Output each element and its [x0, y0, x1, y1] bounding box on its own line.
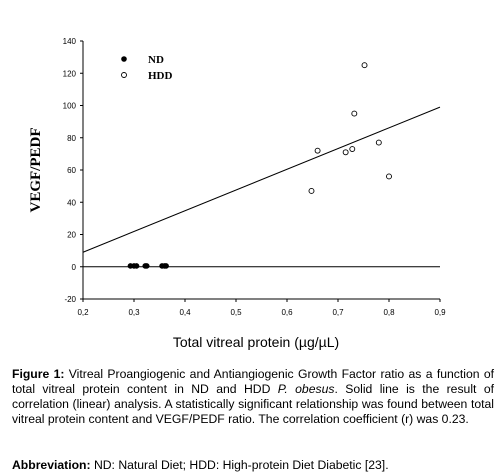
x-tick-label: 0,2: [77, 308, 89, 317]
legend-label-nd: ND: [148, 54, 164, 66]
y-tick-label: 0: [72, 263, 77, 272]
data-point-hdd: [342, 149, 349, 156]
data-point-hdd: [361, 62, 368, 69]
x-tick-label: 0,4: [179, 308, 191, 317]
x-tick-label: 0,9: [434, 308, 446, 317]
plot-frame: [82, 41, 440, 300]
data-point-nd: [143, 263, 150, 269]
data-point-nd: [163, 263, 169, 269]
data-point-hdd: [386, 173, 392, 180]
x-tick-label: 0,8: [383, 308, 395, 317]
scatter-chart: -20 0 20 40 60 80 100 120 140 0,2 0,3 0,4 0,5 0,6 0,7…: [28, 37, 446, 350]
y-axis-label: VEGF/PEDF: [28, 128, 44, 213]
data-points: [127, 62, 392, 269]
y-ticks: -20 0 20 40 60 80 100 120 140: [63, 37, 83, 304]
x-tick-label: 0,6: [281, 308, 293, 317]
y-tick-label: 120: [63, 69, 77, 78]
x-axis-label: Total vitreal protein (µg/µL): [173, 334, 339, 350]
caption-label: Figure 1:: [12, 367, 65, 381]
abbreviation-note: Abbreviation: ND: Natural Diet; HDD: Hig…: [12, 458, 494, 473]
data-point-hdd: [375, 139, 382, 146]
caption-species: P. obesus: [277, 382, 335, 396]
y-tick-label: -20: [64, 295, 76, 304]
regression-line: [82, 106, 441, 253]
reference-lines: [82, 106, 441, 268]
x-tick-label: 0,7: [332, 308, 344, 317]
caption-text-1: Vitreal Proangiogenic and Antiangiogenic…: [12, 367, 494, 396]
y-tick-label: 40: [67, 198, 76, 207]
data-point-nd: [133, 263, 140, 269]
y-tick-label: 60: [67, 166, 76, 175]
legend-label-hdd: HDD: [148, 70, 173, 82]
x-tick-label: 0,5: [230, 308, 242, 317]
x-tick-label: 0,3: [128, 308, 140, 317]
y-tick-label: 100: [63, 102, 77, 111]
legend-marker-hdd: [121, 72, 127, 78]
data-point-hdd: [308, 188, 315, 194]
x-ticks: 0,2 0,3 0,4 0,5 0,6 0,7 0,8 0,9: [77, 299, 446, 317]
caption-text-2: . Solid line is the result of correlatio…: [12, 382, 494, 426]
y-tick-label: 80: [67, 134, 76, 143]
legend: ND HDD: [121, 54, 173, 82]
y-tick-label: 140: [63, 37, 77, 46]
abbreviation-label: Abbreviation:: [12, 458, 91, 472]
data-point-hdd: [314, 147, 321, 154]
data-point-hdd: [351, 110, 358, 117]
legend-marker-nd: [121, 56, 127, 62]
abbreviation-text: ND: Natural Diet; HDD: High-protein Diet…: [93, 458, 389, 472]
y-tick-label: 20: [67, 231, 76, 240]
data-point-hdd: [349, 146, 356, 152]
figure-caption: Figure 1: Vitreal Proangiogenic and Anti…: [12, 367, 494, 427]
